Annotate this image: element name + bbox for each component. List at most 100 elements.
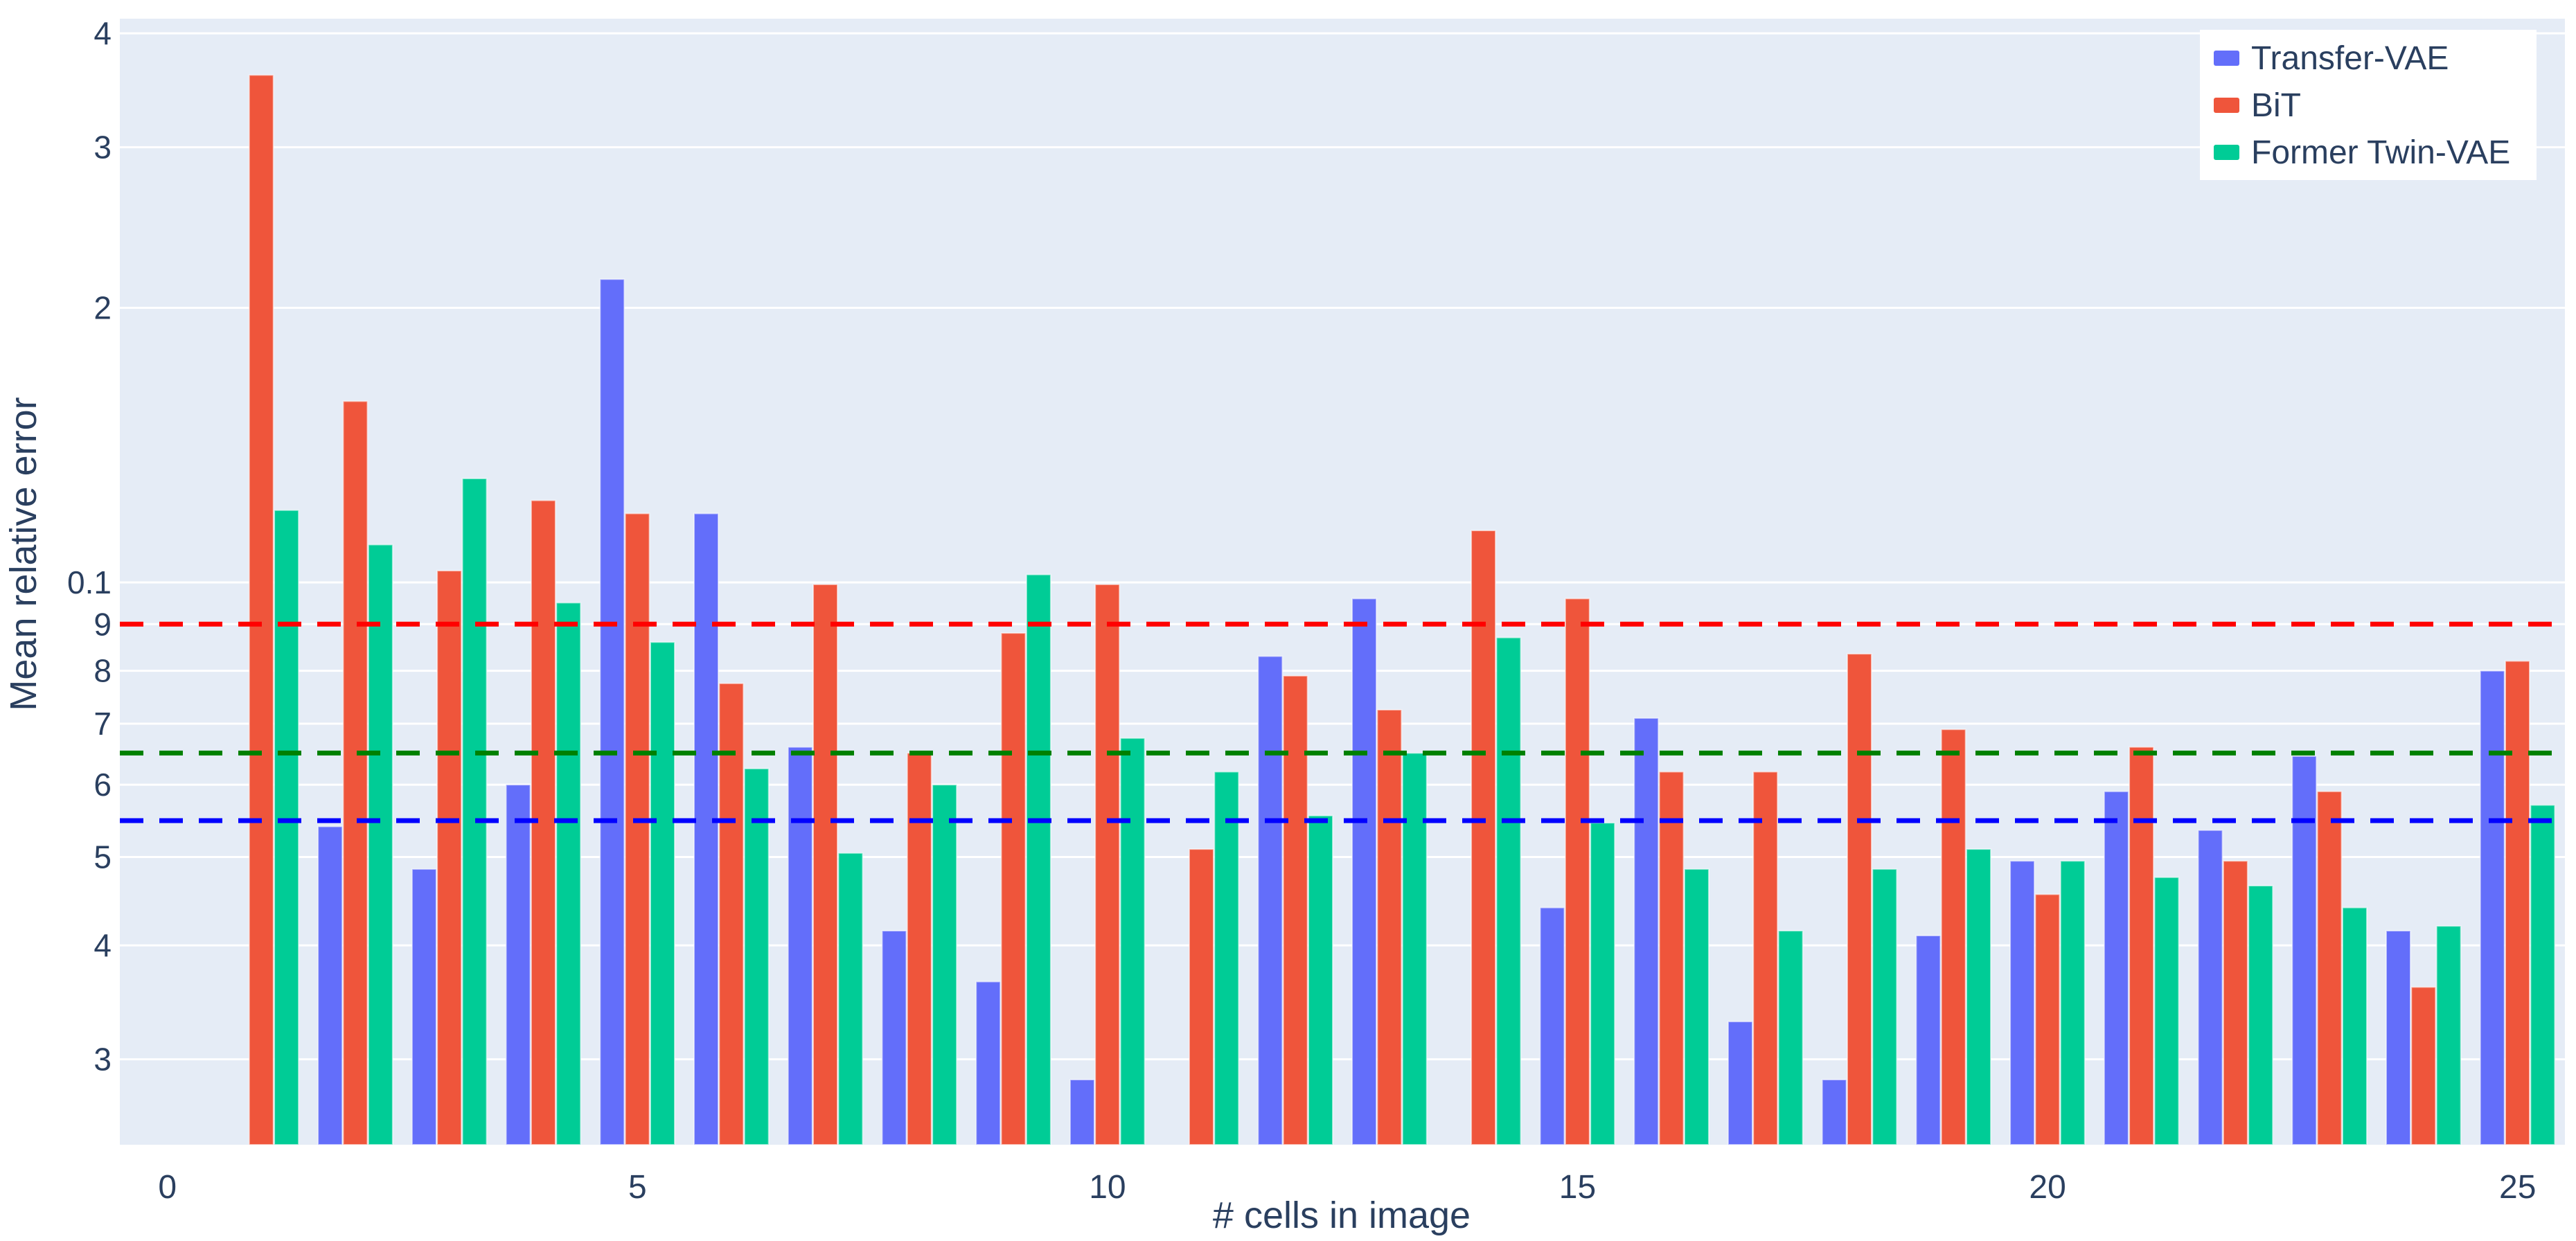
bar[interactable] bbox=[411, 868, 437, 1146]
bar[interactable] bbox=[367, 544, 393, 1145]
y-axis-title: Mean relative error bbox=[3, 397, 44, 711]
bar[interactable] bbox=[1872, 868, 1898, 1146]
bar[interactable] bbox=[837, 852, 864, 1145]
bar[interactable] bbox=[2530, 804, 2556, 1145]
bar[interactable] bbox=[975, 981, 1002, 1146]
bar[interactable] bbox=[2316, 790, 2343, 1145]
bar[interactable] bbox=[1069, 1078, 1095, 1146]
bar[interactable] bbox=[2291, 755, 2318, 1145]
y-tick-label: 6 bbox=[94, 767, 112, 803]
bar[interactable] bbox=[1257, 655, 1283, 1145]
bar[interactable] bbox=[2248, 884, 2274, 1146]
bar[interactable] bbox=[1777, 930, 1804, 1145]
bar[interactable] bbox=[787, 746, 813, 1145]
bar[interactable] bbox=[1752, 771, 1779, 1145]
y-tick-label: 5 bbox=[94, 839, 112, 875]
y-tick-label: 4 bbox=[94, 927, 112, 963]
bar[interactable] bbox=[881, 930, 907, 1145]
bar[interactable] bbox=[1539, 907, 1565, 1146]
legend-swatch bbox=[2214, 98, 2239, 113]
bar[interactable] bbox=[2197, 829, 2223, 1145]
y-tick-label: 3 bbox=[94, 130, 112, 166]
bar[interactable] bbox=[1658, 771, 1685, 1145]
x-axis-title: # cells in image bbox=[1213, 1195, 1471, 1236]
bar[interactable] bbox=[2222, 860, 2248, 1145]
bar[interactable] bbox=[1590, 822, 1616, 1145]
bar[interactable] bbox=[1000, 632, 1027, 1145]
y-tick-label: 9 bbox=[94, 606, 112, 642]
bar[interactable] bbox=[624, 512, 650, 1145]
bar[interactable] bbox=[461, 477, 488, 1145]
bar[interactable] bbox=[274, 509, 300, 1145]
bar[interactable] bbox=[2410, 986, 2437, 1145]
bar[interactable] bbox=[1119, 737, 1146, 1145]
bar[interactable] bbox=[2435, 925, 2462, 1145]
legend-label: BiT bbox=[2251, 87, 2301, 124]
x-tick-label: 20 bbox=[2029, 1169, 2066, 1206]
bar[interactable] bbox=[1025, 573, 1051, 1145]
x-tick-label: 5 bbox=[628, 1169, 647, 1206]
bar[interactable] bbox=[342, 400, 368, 1145]
bar[interactable] bbox=[1214, 771, 1240, 1145]
bar[interactable] bbox=[812, 583, 839, 1145]
bar[interactable] bbox=[2153, 876, 2180, 1146]
bar[interactable] bbox=[2034, 893, 2061, 1146]
bar[interactable] bbox=[1401, 752, 1428, 1145]
bar[interactable] bbox=[1727, 1021, 1753, 1146]
x-tick-label: 0 bbox=[158, 1169, 177, 1206]
bar[interactable] bbox=[599, 278, 625, 1145]
bar[interactable] bbox=[2103, 790, 2129, 1145]
x-tick-label: 15 bbox=[1559, 1169, 1596, 1206]
y-tick-label: 0.1 bbox=[67, 564, 112, 600]
bar[interactable] bbox=[932, 784, 958, 1145]
bar[interactable] bbox=[317, 825, 344, 1145]
bar[interactable] bbox=[248, 74, 274, 1145]
bar[interactable] bbox=[2385, 930, 2411, 1145]
bar[interactable] bbox=[1351, 598, 1378, 1145]
bar[interactable] bbox=[505, 784, 531, 1145]
bar[interactable] bbox=[2129, 746, 2155, 1145]
legend-box bbox=[2200, 30, 2537, 180]
bar[interactable] bbox=[436, 570, 463, 1145]
y-tick-label: 3 bbox=[94, 1042, 112, 1078]
y-tick-label: 4 bbox=[94, 15, 112, 51]
y-tick-label: 7 bbox=[94, 706, 112, 742]
bar[interactable] bbox=[1633, 717, 1660, 1145]
legend-swatch bbox=[2214, 51, 2239, 66]
x-tick-label: 25 bbox=[2499, 1169, 2536, 1206]
bar[interactable] bbox=[1915, 934, 1942, 1145]
bar[interactable] bbox=[2479, 670, 2505, 1145]
bar[interactable] bbox=[556, 602, 582, 1145]
bar[interactable] bbox=[1376, 708, 1403, 1145]
bar[interactable] bbox=[1094, 583, 1121, 1145]
bar[interactable] bbox=[1846, 653, 1872, 1145]
legend-item[interactable]: Transfer-VAE bbox=[2214, 40, 2449, 77]
bar[interactable] bbox=[1821, 1078, 1847, 1146]
bar[interactable] bbox=[2009, 860, 2036, 1145]
legend-swatch bbox=[2214, 145, 2239, 160]
bar[interactable] bbox=[743, 767, 770, 1146]
legend-item[interactable]: Former Twin-VAE bbox=[2214, 134, 2510, 171]
bar[interactable] bbox=[1471, 530, 1497, 1145]
bar[interactable] bbox=[1683, 868, 1709, 1146]
bar[interactable] bbox=[1940, 729, 1966, 1145]
bar[interactable] bbox=[1564, 598, 1590, 1145]
bar[interactable] bbox=[1308, 814, 1334, 1145]
y-tick-label: 2 bbox=[94, 290, 112, 326]
bar[interactable] bbox=[1966, 848, 1992, 1146]
y-tick-label: 8 bbox=[94, 653, 112, 689]
bar[interactable] bbox=[650, 641, 675, 1145]
bar[interactable] bbox=[1282, 675, 1308, 1145]
x-tick-label: 10 bbox=[1089, 1169, 1126, 1206]
bar[interactable] bbox=[1188, 848, 1214, 1146]
legend-item[interactable]: BiT bbox=[2214, 87, 2301, 124]
bar[interactable] bbox=[1495, 636, 1522, 1145]
bar[interactable] bbox=[2059, 860, 2086, 1145]
bar[interactable] bbox=[906, 752, 932, 1145]
bar[interactable] bbox=[693, 512, 720, 1145]
bar[interactable] bbox=[2341, 907, 2368, 1146]
bar[interactable] bbox=[2505, 660, 2530, 1145]
bar[interactable] bbox=[718, 682, 745, 1145]
